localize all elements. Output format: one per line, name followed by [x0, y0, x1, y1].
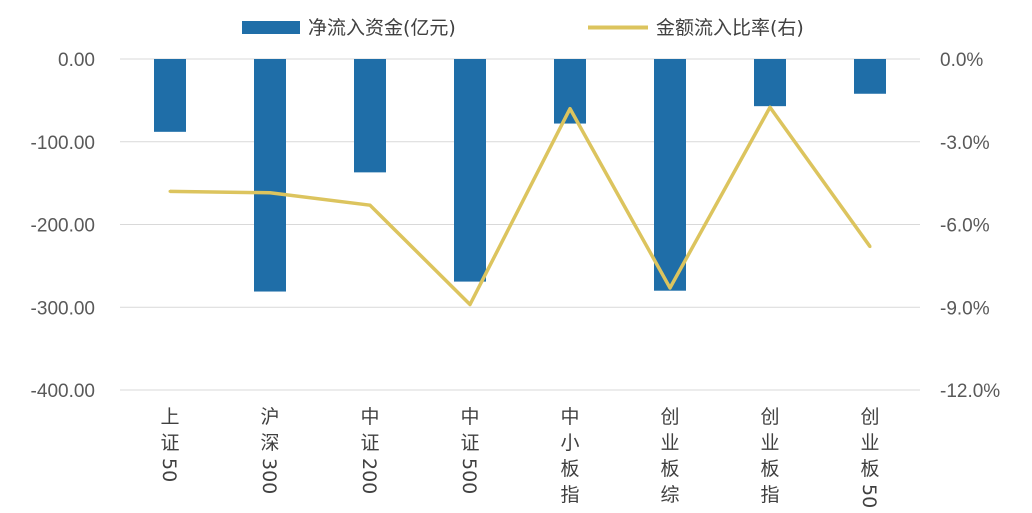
category-label: 创业板 50	[858, 406, 880, 508]
category-digits: 50	[858, 484, 880, 508]
category-char: 深	[260, 432, 279, 454]
right-axis-ticks: 0.0% -3.0% -6.0% -9.0% -12.0%	[940, 50, 1000, 402]
right-tick-label: -6.0%	[940, 216, 990, 237]
left-tick-label: -300.00	[31, 298, 95, 319]
ratio-line	[169, 105, 872, 307]
category-char: 业	[660, 432, 679, 454]
category-char: 中	[560, 406, 579, 428]
category-char: 板	[760, 458, 779, 480]
line-point	[668, 286, 672, 290]
left-tick-label: 0.00	[58, 50, 95, 71]
category-char: 板	[660, 458, 679, 480]
left-tick-label: -400.00	[31, 381, 95, 402]
category-label: 中证 200	[358, 406, 380, 494]
line-point	[868, 245, 872, 249]
bar	[154, 59, 186, 132]
category-digits: 200	[358, 458, 380, 494]
legend-bar-label: 净流入资金(亿元)	[308, 17, 456, 39]
line-point	[768, 105, 772, 109]
line-point	[168, 189, 172, 193]
category-char: 证	[160, 432, 179, 454]
left-axis-ticks: 0.00 -100.00 -200.00 -300.00 -400.00	[31, 50, 95, 402]
left-tick-label: -200.00	[31, 216, 95, 237]
legend-bar-swatch	[242, 21, 300, 34]
category-char: 上	[160, 406, 179, 428]
bar	[254, 59, 286, 292]
bar	[654, 59, 686, 291]
category-char: 中	[360, 406, 379, 428]
category-label: 上证 50	[158, 406, 180, 482]
bar	[754, 59, 786, 107]
gridlines	[120, 58, 920, 391]
bar	[854, 59, 886, 94]
right-tick-label: -9.0%	[940, 298, 990, 319]
category-char: 指	[760, 484, 779, 506]
category-char: 中	[460, 406, 479, 428]
bar	[354, 59, 386, 173]
category-label: 中证 500	[458, 406, 480, 494]
category-char: 板	[560, 458, 579, 480]
right-tick-label: 0.0%	[940, 50, 983, 71]
legend-line-label: 金额流入比率(右)	[656, 17, 804, 39]
bar-series	[154, 59, 886, 292]
line-point	[268, 191, 272, 195]
category-char: 证	[360, 432, 379, 454]
line-series	[168, 105, 872, 307]
left-tick-label: -100.00	[31, 133, 95, 154]
line-point	[568, 107, 572, 111]
category-char: 证	[460, 432, 479, 454]
category-char: 业	[760, 432, 779, 454]
line-point	[468, 302, 472, 306]
category-char: 小	[560, 432, 579, 454]
category-char: 指	[560, 484, 579, 506]
category-char: 创	[660, 406, 679, 428]
right-tick-label: -12.0%	[940, 381, 1000, 402]
category-char: 综	[660, 484, 679, 506]
category-char: 创	[860, 406, 879, 428]
category-char: 创	[760, 406, 779, 428]
line-point	[368, 203, 372, 207]
category-char: 业	[860, 432, 879, 454]
category-char: 板	[860, 458, 879, 480]
bar	[454, 59, 486, 282]
category-label: 沪深 300	[258, 406, 280, 494]
category-digits: 50	[158, 458, 180, 482]
bar	[554, 59, 586, 124]
legend: 净流入资金(亿元) 金额流入比率(右)	[242, 17, 804, 39]
category-char: 沪	[260, 406, 279, 428]
category-digits: 500	[458, 458, 480, 494]
category-digits: 300	[258, 458, 280, 494]
right-tick-label: -3.0%	[940, 133, 990, 154]
